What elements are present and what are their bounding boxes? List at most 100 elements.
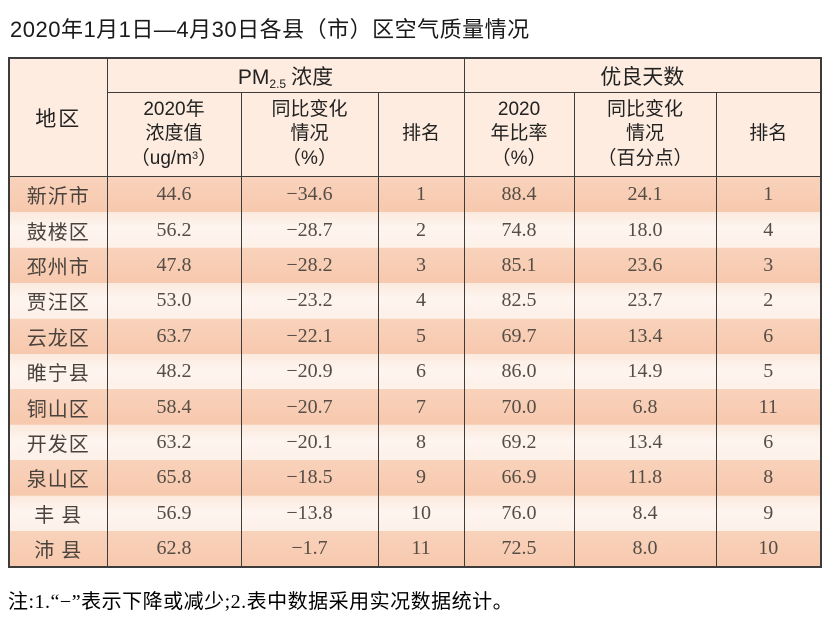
cell-pm-change: −22.1 [240, 318, 379, 354]
cell-pm-rank: 4 [377, 283, 465, 319]
cell-pm-value: 44.6 [106, 176, 242, 213]
header-group-good-days: 优良天数 [463, 58, 822, 93]
cell-pm-change: −23.2 [240, 283, 379, 319]
cell-good-rank: 6 [715, 424, 822, 461]
cell-good-rank: 2 [715, 283, 822, 319]
cell-pm-rank: 11 [377, 530, 465, 568]
cell-good-change: 18.0 [573, 212, 717, 248]
cell-pm-value: 63.2 [106, 424, 242, 461]
cell-pm-change: −1.7 [240, 530, 379, 568]
cell-pm-change: −28.7 [240, 212, 379, 248]
header-good-ratio-line1: 2020 [497, 99, 541, 121]
header-pm-change-line3: （%） [282, 147, 337, 169]
air-quality-table: 地区 PM2.5 浓度 优良天数 2020年 浓度值 （ug/m3） 同比变化 情… [8, 57, 823, 569]
cell-pm-value: 56.9 [106, 495, 242, 531]
header-good-change-line2: 情况 [626, 123, 665, 145]
header-pm-change: 同比变化 情况 （%） [240, 92, 379, 177]
cell-pm-value: 56.2 [106, 212, 242, 248]
cell-good-rank: 8 [715, 460, 822, 496]
cell-good-change: 24.1 [573, 176, 717, 213]
cell-region: 邳州市 [8, 247, 108, 284]
cell-pm-rank: 6 [377, 353, 465, 390]
header-pm-value: 2020年 浓度值 （ug/m3） [106, 92, 242, 177]
header-good-ratio-line3: （%） [491, 147, 547, 169]
cell-pm-change: −20.7 [240, 389, 379, 425]
pm25-label-prefix: PM [237, 65, 270, 89]
cell-good-change: 23.7 [573, 283, 717, 319]
cell-good-ratio: 70.0 [463, 389, 575, 425]
cell-good-change: 23.6 [573, 247, 717, 284]
cell-good-change: 14.9 [573, 353, 717, 390]
table-row: 丰 县 56.9 −13.8 10 76.0 8.4 9 [8, 495, 822, 531]
cell-good-ratio: 72.5 [463, 530, 575, 568]
table-row: 睢宁县 48.2 −20.9 6 86.0 14.9 5 [8, 353, 822, 390]
table-row: 新沂市 44.6 −34.6 1 88.4 24.1 1 [8, 176, 822, 213]
header-pm-value-line2: 浓度值 [145, 123, 203, 145]
header-pm-rank: 排名 [377, 92, 465, 177]
table-row: 铜山区 58.4 −20.7 7 70.0 6.8 11 [8, 389, 822, 425]
cell-pm-rank: 5 [377, 318, 465, 354]
cell-pm-rank: 2 [377, 212, 465, 248]
cell-good-ratio: 74.8 [463, 212, 575, 248]
cell-good-ratio: 69.2 [463, 424, 575, 461]
cell-good-ratio: 76.0 [463, 495, 575, 531]
cell-pm-value: 62.8 [106, 530, 242, 568]
cell-pm-change: −20.9 [240, 353, 379, 390]
pm25-label-suffix: 浓度 [291, 65, 334, 89]
cell-good-rank: 11 [715, 389, 822, 425]
header-pm-change-line1: 同比变化 [271, 99, 348, 121]
header-pm-change-line2: 情况 [290, 123, 329, 145]
header-good-rank: 排名 [715, 92, 822, 177]
table-row: 鼓楼区 56.2 −28.7 2 74.8 18.0 4 [8, 212, 822, 248]
cell-pm-rank: 7 [377, 389, 465, 425]
header-good-ratio: 2020 年比率 （%） [463, 92, 575, 177]
header-group-pm25: PM2.5 浓度 [106, 58, 465, 93]
cell-good-rank: 1 [715, 176, 822, 213]
cell-good-rank: 5 [715, 353, 822, 390]
table-row: 贾汪区 53.0 −23.2 4 82.5 23.7 2 [8, 283, 822, 319]
cell-pm-change: −34.6 [240, 176, 379, 213]
cell-good-change: 13.4 [573, 318, 717, 354]
cell-pm-change: −13.8 [240, 495, 379, 531]
cell-region: 开发区 [8, 424, 108, 461]
cell-region: 睢宁县 [8, 353, 108, 390]
header-good-change: 同比变化 情况 （百分点） [573, 92, 717, 177]
cell-good-ratio: 82.5 [463, 283, 575, 319]
cell-good-change: 8.4 [573, 495, 717, 531]
header-pm-value-line1: 2020年 [143, 99, 205, 121]
table-row: 开发区 63.2 −20.1 8 69.2 13.4 6 [8, 424, 822, 461]
cell-good-ratio: 69.7 [463, 318, 575, 354]
cell-pm-value: 58.4 [106, 389, 242, 425]
cell-good-rank: 9 [715, 495, 822, 531]
cell-good-change: 8.0 [573, 530, 717, 568]
header-pm-value-unit: （ug/m3） [130, 147, 218, 169]
page-title: 2020年1月1日—4月30日各县（市）区空气质量情况 [10, 17, 530, 42]
cell-pm-value: 48.2 [106, 353, 242, 390]
cell-region: 云龙区 [8, 318, 108, 354]
cell-good-change: 11.8 [573, 460, 717, 496]
cell-region: 沛 县 [8, 530, 108, 568]
cell-pm-value: 53.0 [106, 283, 242, 319]
cell-good-rank: 4 [715, 212, 822, 248]
cell-region: 丰 县 [8, 495, 108, 531]
cell-region: 泉山区 [8, 460, 108, 496]
cell-region: 贾汪区 [8, 283, 108, 319]
cell-pm-change: −18.5 [240, 460, 379, 496]
header-good-change-line1: 同比变化 [607, 99, 684, 121]
cell-pm-change: −20.1 [240, 424, 379, 461]
cell-region: 鼓楼区 [8, 212, 108, 248]
cell-good-ratio: 85.1 [463, 247, 575, 284]
cell-good-ratio: 66.9 [463, 460, 575, 496]
cell-region: 新沂市 [8, 176, 108, 213]
table-row: 泉山区 65.8 −18.5 9 66.9 11.8 8 [8, 460, 822, 496]
footnote: 注:1.“−”表示下降或减少;2.表中数据采用实况数据统计。 [8, 591, 514, 614]
cell-good-rank: 6 [715, 318, 822, 354]
cell-good-rank: 10 [715, 530, 822, 568]
cell-good-rank: 3 [715, 247, 822, 284]
cell-pm-value: 47.8 [106, 247, 242, 284]
cell-pm-rank: 10 [377, 495, 465, 531]
cell-pm-rank: 1 [377, 176, 465, 213]
table-row: 云龙区 63.7 −22.1 5 69.7 13.4 6 [8, 318, 822, 354]
table-row: 邳州市 47.8 −28.2 3 85.1 23.6 3 [8, 247, 822, 284]
table-row: 沛 县 62.8 −1.7 11 72.5 8.0 10 [8, 530, 822, 568]
